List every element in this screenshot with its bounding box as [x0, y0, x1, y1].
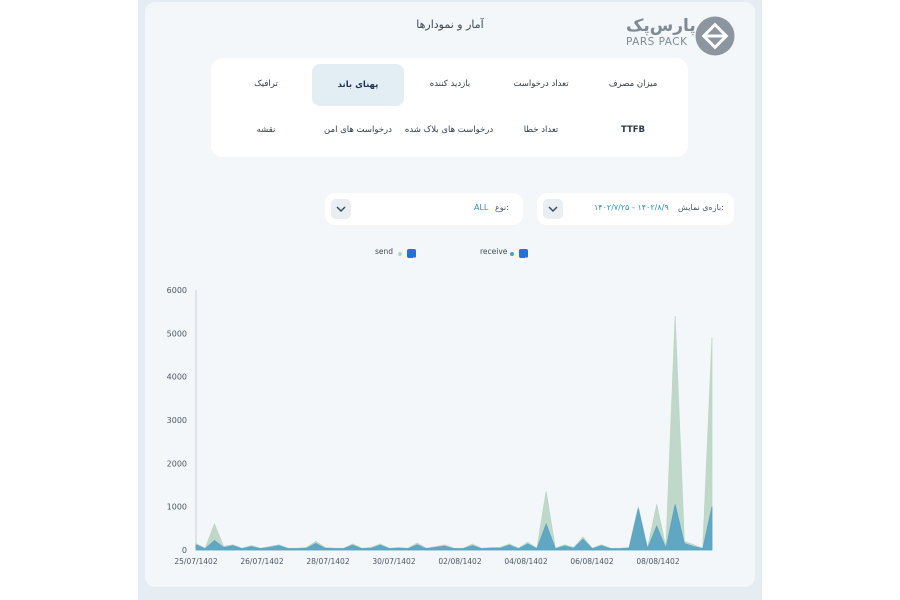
chevron-down-icon [548, 206, 558, 213]
send-legend-dot [398, 252, 402, 256]
tab-secure-requests[interactable]: درخواست های امن [324, 125, 392, 135]
range-value: ۱۴۰۲/۷/۲۵ - ۱۴۰۲/۸/۹ [594, 203, 669, 212]
page-title: آمار و نمودارها [416, 18, 484, 31]
check-icon [520, 257, 527, 263]
brand-name-fa: پارس‌پک [626, 16, 696, 36]
y-tick-label: 4000 [167, 373, 187, 382]
range-dropdown-button[interactable] [543, 199, 563, 219]
type-filter[interactable]: ALL نوع: [325, 193, 523, 225]
brand-logo-icon [695, 16, 735, 56]
range-label: بازه‌ی نمایش: [678, 203, 724, 212]
brand-name-en: PARS PACK [626, 36, 688, 48]
type-value: ALL [474, 203, 489, 212]
stats-tabs: میزان مصرف تعداد درخواست بازدید کننده په… [211, 58, 688, 157]
x-tick-label: 04/08/1402 [504, 557, 547, 566]
x-tick-label: 06/08/1402 [570, 557, 613, 566]
x-tick-label: 08/08/1402 [636, 557, 679, 566]
tab-usage[interactable]: میزان مصرف [608, 79, 658, 89]
tab-error-count[interactable]: تعداد خطا [523, 125, 559, 135]
brand-logo-text: پارس‌پک PARS PACK [626, 16, 696, 51]
x-tick-label: 28/07/1402 [306, 557, 349, 566]
type-label: نوع: [495, 203, 509, 212]
y-tick-label: 5000 [167, 329, 187, 338]
x-tick-label: 25/07/1402 [174, 557, 217, 566]
y-tick-label: 2000 [167, 459, 187, 468]
send-series-area [195, 315, 713, 551]
y-tick-label: 3000 [167, 416, 187, 425]
send-checkbox[interactable] [407, 249, 416, 263]
chevron-down-icon [336, 206, 346, 213]
tab-blocked-requests[interactable]: درخواست های بلاک شده [404, 125, 494, 135]
send-legend-label: send [375, 247, 394, 256]
bandwidth-area-chart: 0 1000 2000 3000 4000 5000 6000 25/07/1402 26/07… [167, 286, 713, 566]
receive-checkbox[interactable] [519, 249, 528, 263]
x-tick-label: 02/08/1402 [438, 557, 481, 566]
receive-series-area [195, 504, 713, 551]
tab-request-count[interactable]: تعداد درخواست [513, 79, 569, 89]
x-tick-label: 26/07/1402 [240, 557, 283, 566]
x-tick-label: 30/07/1402 [372, 557, 415, 566]
tab-ttfb[interactable]: TTFB [620, 125, 646, 135]
check-icon [408, 257, 415, 263]
tab-map[interactable]: نقشه [256, 125, 276, 135]
type-dropdown-button[interactable] [331, 199, 351, 219]
y-tick-label: 1000 [167, 503, 187, 512]
y-tick-label: 6000 [167, 286, 187, 295]
tab-traffic[interactable]: ترافیک [254, 79, 278, 89]
date-range-filter[interactable]: ۱۴۰۲/۷/۲۵ - ۱۴۰۲/۸/۹ بازه‌ی نمایش: [537, 193, 734, 225]
receive-legend-label: receive [480, 247, 508, 256]
receive-legend-dot [510, 252, 514, 256]
y-tick-label: 0 [182, 546, 187, 555]
tab-visitors[interactable]: بازدید کننده [429, 79, 471, 89]
tab-bandwidth[interactable]: پهنای باند [312, 64, 404, 106]
